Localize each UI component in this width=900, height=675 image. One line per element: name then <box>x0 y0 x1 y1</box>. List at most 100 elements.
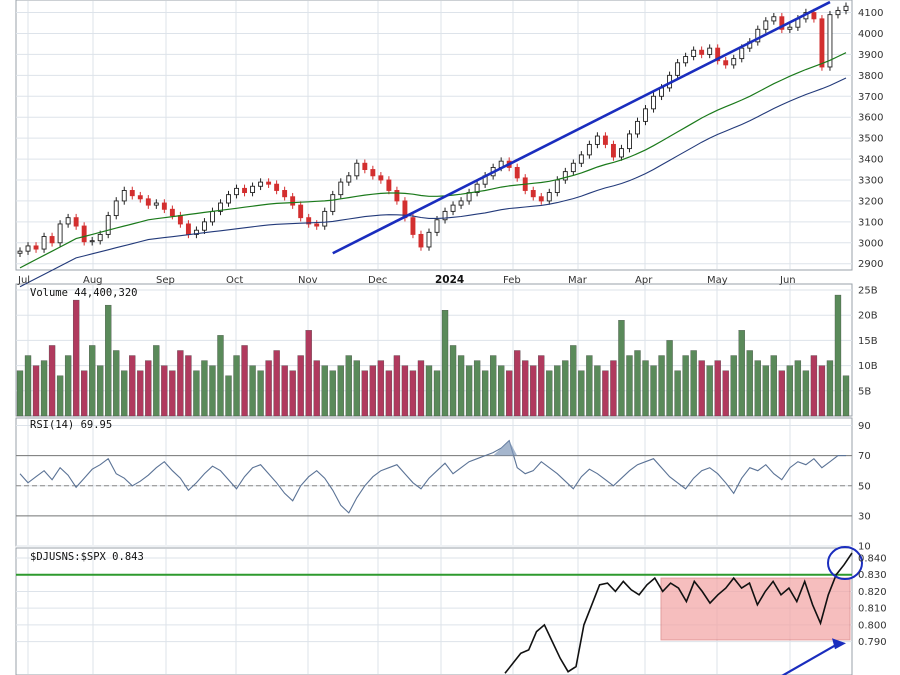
volume-bar <box>457 355 465 417</box>
volume-bar <box>842 375 850 417</box>
candle <box>675 62 681 76</box>
volume-tick-label: 15B <box>858 336 878 347</box>
price-tick-label: 3600 <box>858 113 883 124</box>
volume-bar <box>618 320 625 417</box>
volume-bar <box>810 355 818 417</box>
candle <box>827 14 833 68</box>
volume-bar <box>233 355 240 417</box>
volume-tick-label: 25B <box>858 286 878 297</box>
volume-bar <box>89 345 96 417</box>
candle <box>586 143 592 156</box>
volume-bar <box>570 345 577 417</box>
candle <box>707 47 713 55</box>
volume-bar <box>257 370 264 417</box>
volume-bar <box>514 350 521 417</box>
candle <box>89 240 95 243</box>
candle <box>73 217 79 227</box>
sma200-line <box>19 77 847 288</box>
x-tick-label: Mar <box>568 275 588 286</box>
volume-bar <box>273 350 280 417</box>
volume-bar <box>153 345 160 417</box>
volume-bar <box>105 304 112 417</box>
volume-bar <box>145 360 152 417</box>
volume-bar <box>72 299 80 417</box>
volume-bar <box>369 365 377 417</box>
price-tick-label: 3000 <box>858 238 883 249</box>
price-tick-label: 3300 <box>858 176 883 187</box>
breakout-circle <box>827 546 863 581</box>
candle <box>169 208 175 217</box>
candle <box>161 202 167 210</box>
candle <box>442 210 448 221</box>
candle <box>185 223 191 235</box>
volume-bar <box>297 355 304 417</box>
volume-bar <box>802 370 810 417</box>
volume-bar <box>113 350 120 417</box>
candle <box>731 58 737 66</box>
rsi-tick-label: 50 <box>858 481 871 492</box>
candle <box>450 204 456 212</box>
volume-bar <box>393 355 401 417</box>
volume-panel <box>16 294 850 417</box>
candle <box>619 148 624 158</box>
candle <box>210 210 215 223</box>
candle <box>330 194 336 212</box>
volume-bar <box>441 310 449 417</box>
candle <box>370 169 376 177</box>
price-tick-label: 3100 <box>858 217 883 228</box>
rsi-overbought-fill <box>493 440 518 456</box>
volume-bar <box>425 365 433 417</box>
volume-bar <box>578 370 585 417</box>
candle <box>811 12 817 20</box>
price-tick-label: 3800 <box>858 71 883 82</box>
volume-bar <box>818 365 826 417</box>
volume-bar <box>778 370 785 417</box>
candle <box>835 10 841 16</box>
candle <box>787 26 793 30</box>
candle <box>514 166 520 179</box>
volume-bar <box>401 365 409 417</box>
volume-bar <box>762 365 769 417</box>
candle <box>49 236 55 244</box>
volume-bar <box>738 330 745 417</box>
candle <box>779 16 785 30</box>
volume-bar <box>353 360 360 417</box>
volume-bar <box>281 365 288 417</box>
volume-bar <box>56 375 64 417</box>
volume-bar <box>786 365 794 417</box>
volume-bar <box>169 370 176 417</box>
candle <box>81 225 87 243</box>
candle <box>610 143 616 158</box>
volume-bar <box>706 365 713 417</box>
candle <box>242 187 247 194</box>
candle <box>418 233 424 248</box>
price-panel <box>17 0 849 288</box>
x-tick-label: Dec <box>368 275 387 286</box>
volume-bar <box>498 365 505 417</box>
candle <box>843 5 849 11</box>
volume-bar <box>658 355 665 417</box>
candle <box>346 175 352 183</box>
volume-tick-label: 20B <box>858 311 878 322</box>
ratio-tick-label: 0.810 <box>858 604 887 615</box>
volume-bar <box>538 355 545 417</box>
price-tick-label: 3200 <box>858 196 883 207</box>
axes-labels: Jul Aug Sep Oct Nov Dec 2024 Feb Mar Apr May Jun 290… <box>17 8 887 648</box>
candle <box>153 202 159 206</box>
candle <box>33 245 39 250</box>
candle <box>699 49 705 55</box>
volume-bar <box>449 345 457 417</box>
candle <box>410 217 416 235</box>
candle <box>643 108 648 122</box>
candle <box>226 194 231 204</box>
volume-bar <box>193 370 200 417</box>
volume-bar <box>209 365 216 417</box>
volume-bar <box>722 370 729 417</box>
candle <box>145 198 151 206</box>
candle <box>426 231 432 248</box>
candle <box>234 187 239 196</box>
volume-bar <box>337 365 344 417</box>
candle <box>306 217 312 225</box>
candle <box>250 185 256 194</box>
rsi-line <box>19 439 846 514</box>
